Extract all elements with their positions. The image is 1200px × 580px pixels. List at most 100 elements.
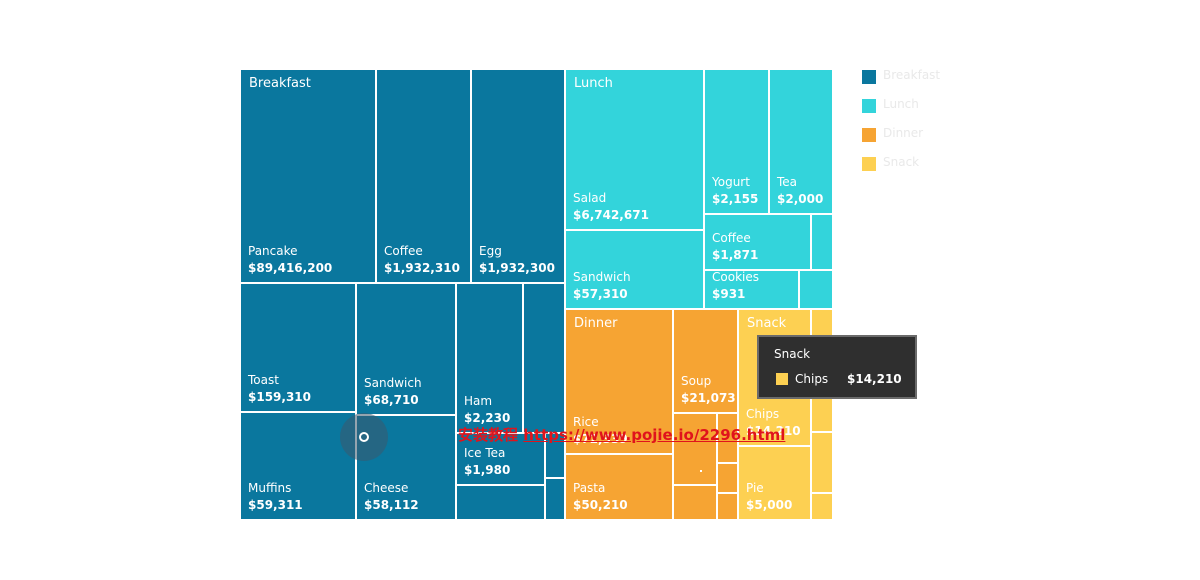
tooltip-item-name: Chips	[795, 372, 829, 386]
cell-label: Salad $6,742,671	[573, 190, 649, 224]
cell-label: Chips $14,210	[746, 406, 801, 440]
cell-name: Egg	[479, 244, 502, 258]
cell-name: Muffins	[248, 481, 292, 495]
cell-value: $89,416,200	[248, 261, 333, 275]
cell-label: Ice Tea $1,980	[464, 445, 510, 479]
cell-name: Sandwich	[573, 270, 631, 284]
treemap-cell-dinner-soup[interactable]: Soup $21,073	[673, 309, 738, 413]
treemap-cell-snack-unlabeled-5[interactable]	[811, 493, 833, 520]
legend-swatch	[862, 70, 876, 84]
cell-label: Pasta $50,210	[573, 480, 628, 514]
treemap-cell-lunch-tea[interactable]: Tea $2,000	[769, 69, 833, 214]
treemap-cell-dinner-unlabeled-5[interactable]	[717, 463, 738, 493]
group-label-lunch: Lunch	[574, 76, 613, 91]
cell-label: Coffee $1,871	[712, 230, 758, 264]
cell-name: Rice	[573, 415, 599, 429]
treemap-cell-lunch-unlabeled-7[interactable]	[799, 270, 833, 309]
cell-value: $1,980	[464, 463, 511, 477]
treemap-cell-breakfast-unlabeled-9[interactable]	[523, 283, 565, 433]
treemap-cell-breakfast-pancake[interactable]: Breakfast Pancake $89,416,200	[240, 69, 376, 283]
cell-label: Muffins $59,311	[248, 480, 303, 514]
cell-label: Egg $1,932,300	[479, 243, 555, 277]
treemap-cell-breakfast-muffins[interactable]: Muffins $59,311	[240, 412, 356, 520]
treemap-cell-breakfast-egg[interactable]: Egg $1,932,300	[471, 69, 565, 283]
cell-label: Cookies $931	[712, 271, 759, 303]
cell-value: $1,871	[712, 248, 759, 262]
watermark-cn: 安装教程	[458, 426, 519, 444]
cell-name: Salad	[573, 191, 607, 205]
treemap-cell-dinner-unlabeled-3[interactable]	[673, 413, 717, 485]
treemap-cell-snack-pie[interactable]: Pie $5,000	[738, 446, 811, 520]
cell-value: $50,210	[573, 498, 628, 512]
group-label-snack: Snack	[747, 316, 787, 331]
cell-label: Yogurt $2,155	[712, 174, 758, 208]
cell-value: $68,710	[364, 393, 419, 407]
cell-name: Tea	[777, 175, 798, 189]
tooltip-title: Snack	[774, 347, 811, 361]
cell-name: Coffee	[384, 244, 423, 258]
touch-cursor-dot	[359, 432, 369, 442]
cell-value: $57,310	[573, 287, 628, 301]
cell-name: Ham	[464, 394, 493, 408]
treemap-cell-dinner-unlabeled-6[interactable]	[717, 493, 738, 520]
cell-label: Coffee $1,932,310	[384, 243, 460, 277]
treemap-cell-dinner-unlabeled-4[interactable]	[717, 413, 738, 463]
cell-value: $1,932,310	[384, 261, 460, 275]
treemap-cell-breakfast-ham[interactable]: Ham $2,230	[456, 283, 523, 433]
cell-value: $159,310	[248, 390, 312, 404]
cell-name: Yogurt	[712, 175, 750, 189]
treemap-cell-dinner-unlabeled-8[interactable]	[700, 470, 702, 472]
cell-label: Toast $159,310	[248, 372, 311, 406]
cell-label: Pancake $89,416,200	[248, 243, 332, 277]
group-label-dinner: Dinner	[574, 316, 618, 331]
cell-label: Sandwich $68,710	[364, 375, 422, 409]
treemap-cell-breakfast-unlabeled-11[interactable]	[545, 478, 565, 520]
cell-label: Ham $2,230	[464, 393, 510, 427]
group-label-breakfast: Breakfast	[249, 76, 311, 91]
cell-value: $1,932,300	[479, 261, 555, 275]
treemap-cell-snack-unlabeled-4[interactable]	[811, 432, 833, 493]
legend-swatch	[862, 157, 876, 171]
treemap-cell-lunch-unlabeled-6[interactable]	[811, 214, 833, 270]
treemap-cell-lunch-cookies[interactable]: Cookies $931	[704, 270, 799, 309]
treemap-cell-breakfast-toast[interactable]: Toast $159,310	[240, 283, 356, 412]
treemap-cell-lunch-yogurt[interactable]: Yogurt $2,155	[704, 69, 769, 214]
cell-name: Sandwich	[364, 376, 422, 390]
treemap-cell-dinner-rice[interactable]: Dinner Rice $72,339	[565, 309, 673, 454]
cell-value: $5,000	[746, 498, 793, 512]
tooltip: Snack Chips $14,210	[757, 335, 917, 399]
treemap-cell-breakfast-coffee[interactable]: Coffee $1,932,310	[376, 69, 471, 283]
treemap-cell-lunch-coffee[interactable]: Coffee $1,871	[704, 214, 811, 270]
cell-label: Rice $72,339	[573, 414, 628, 448]
treemap-cell-dinner-unlabeled-7[interactable]	[673, 485, 717, 520]
legend-swatch	[862, 99, 876, 113]
legend-label: Snack	[883, 155, 920, 169]
cell-name: Toast	[248, 373, 279, 387]
cell-value: $59,311	[248, 498, 303, 512]
treemap-cell-breakfast-sandwich[interactable]: Sandwich $68,710	[356, 283, 456, 415]
cell-name: Soup	[681, 374, 712, 388]
legend-label: Lunch	[883, 97, 919, 111]
treemap-cell-lunch-salad[interactable]: Lunch Salad $6,742,671	[565, 69, 704, 230]
treemap-cell-breakfast-ice-tea[interactable]: Ice Tea $1,980	[456, 433, 545, 485]
cell-name: Chips	[746, 407, 780, 421]
legend-swatch	[862, 128, 876, 142]
cell-value: $72,339	[573, 432, 628, 446]
treemap-cell-lunch-sandwich[interactable]: Sandwich $57,310	[565, 230, 704, 309]
watermark-url[interactable]: https://www.pojie.io/2296.html	[523, 426, 786, 444]
legend-label: Dinner	[883, 126, 924, 140]
treemap-cell-breakfast-unlabeled-10[interactable]	[545, 433, 565, 478]
cell-name: Coffee	[712, 231, 751, 245]
legend-label: Breakfast	[883, 68, 941, 82]
cell-value: $931	[712, 287, 746, 301]
cell-name: Cheese	[364, 481, 409, 495]
cell-label: Cheese $58,112	[364, 480, 419, 514]
cell-label: Soup $21,073	[681, 373, 736, 407]
cell-name: Pie	[746, 481, 764, 495]
cell-value: $2,000	[777, 192, 824, 206]
cell-label: Tea $2,000	[777, 174, 823, 208]
treemap-cell-dinner-pasta[interactable]: Pasta $50,210	[565, 454, 673, 520]
treemap-cell-breakfast-unlabeled-12[interactable]	[456, 485, 545, 520]
tooltip-swatch	[776, 373, 788, 385]
